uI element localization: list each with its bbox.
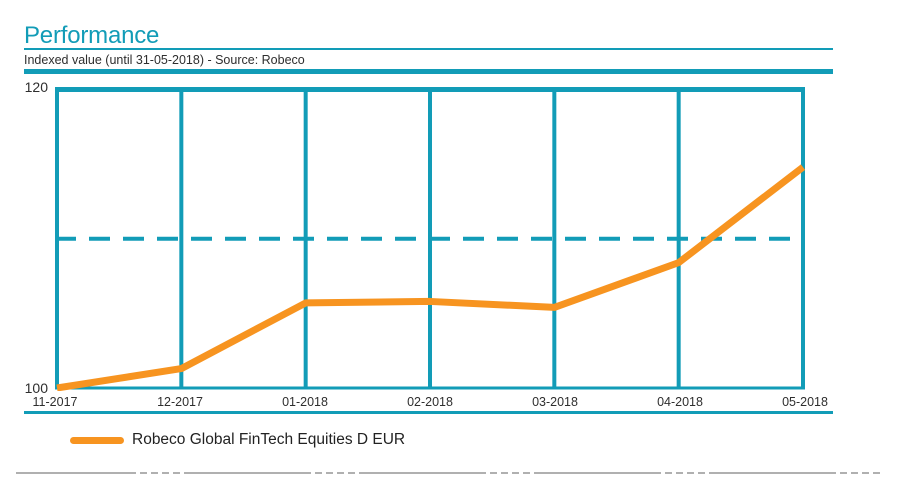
- x-axis-labels: 11-2017 12-2017 01-2018 02-2018 03-2018 04-20…: [0, 395, 899, 411]
- x-axis-label: 02-2018: [407, 395, 453, 409]
- x-axis-label: 04-2018: [657, 395, 703, 409]
- x-axis-label: 12-2017: [157, 395, 203, 409]
- footer-divider: [16, 472, 880, 474]
- chart-subtitle: Indexed value (until 31-05-2018) - Sourc…: [24, 53, 305, 67]
- x-axis-underline: [24, 411, 833, 414]
- x-axis-label: 03-2018: [532, 395, 578, 409]
- y-axis-tick-max: 120: [24, 79, 48, 95]
- page-title: Performance: [24, 22, 160, 49]
- x-axis-label: 11-2017: [32, 395, 78, 409]
- legend-label: Robeco Global FinTech Equities D EUR: [132, 431, 406, 448]
- header-rule-thin: [24, 48, 833, 50]
- chart-legend: Robeco Global FinTech Equities D EUR: [70, 431, 405, 449]
- series-line: [56, 164, 805, 391]
- x-axis-label: 05-2018: [782, 395, 828, 409]
- x-axis-label: 01-2018: [282, 395, 328, 409]
- legend-swatch-orange: [70, 436, 124, 444]
- header-rule-thick: [24, 69, 833, 74]
- performance-line-chart: [55, 87, 805, 391]
- y-axis-tick-min: 100: [24, 380, 48, 396]
